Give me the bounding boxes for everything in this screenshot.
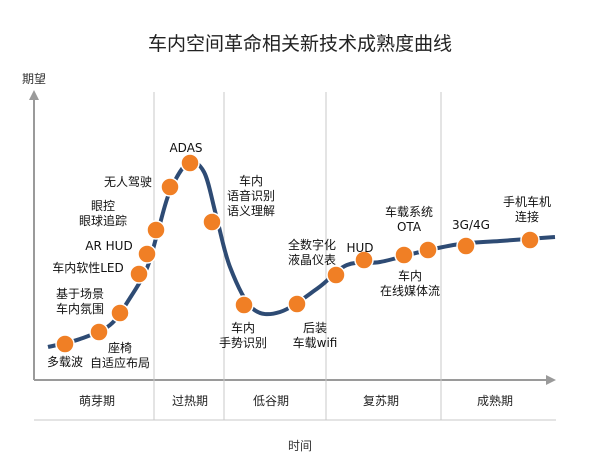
point-label: HUD [346, 241, 373, 255]
phase-label: 成熟期 [477, 393, 513, 408]
point-label: 基于场景车内氛围 [56, 287, 104, 316]
point-label: 车载系统 OTA [385, 204, 433, 234]
data-point [287, 294, 307, 314]
point-label: 车内手势识别 [219, 320, 267, 350]
point-label: 多载波 [47, 355, 83, 369]
point-label: 车内在线媒体流 [380, 268, 440, 298]
phase-label: 低谷期 [253, 394, 289, 408]
x-axis-arrow [546, 375, 556, 385]
data-point [520, 230, 540, 250]
data-point [146, 220, 166, 240]
point-label: 座椅自适应布局 [90, 340, 150, 370]
data-point [354, 250, 374, 270]
data-point [394, 245, 414, 265]
point-label: AR HUD [85, 239, 132, 253]
data-point [110, 303, 130, 323]
data-point [234, 295, 254, 315]
data-point [89, 322, 109, 342]
phase-label: 过热期 [172, 394, 208, 408]
phase-dividers [153, 92, 442, 420]
phase-label: 萌芽期 [79, 394, 115, 408]
y-axis-label: 期望 [22, 72, 46, 86]
data-point [180, 153, 200, 173]
point-label: 3G/4G [452, 218, 490, 232]
data-point [202, 212, 222, 232]
data-points [55, 153, 540, 354]
point-label: 后装车载wifi [293, 321, 338, 350]
point-label: 眼控眼球追踪 [79, 199, 127, 228]
data-point [326, 265, 346, 285]
data-point [456, 236, 476, 256]
phase-labels: 萌芽期 过热期 低谷期 复苏期 成熟期 [79, 393, 513, 408]
chart-title: 车内空间革命相关新技术成熟度曲线 [148, 33, 452, 55]
series-curve [47, 159, 556, 349]
point-label: 无人驾驶 [104, 174, 152, 189]
phase-label: 复苏期 [363, 394, 399, 408]
data-point [55, 334, 75, 354]
point-label: 车内软性LED [52, 260, 124, 275]
data-point [418, 240, 438, 260]
point-label: 手机车机连接 [503, 194, 551, 224]
point-label: 全数字化液晶仪表 [288, 237, 336, 267]
x-axis-label: 时间 [288, 439, 312, 453]
data-point [129, 264, 149, 284]
point-label: 车内语音识别语义理解 [227, 173, 275, 218]
y-axis-arrow [29, 90, 39, 100]
data-point [160, 177, 180, 197]
data-point [137, 244, 157, 264]
point-label: ADAS [169, 141, 202, 155]
